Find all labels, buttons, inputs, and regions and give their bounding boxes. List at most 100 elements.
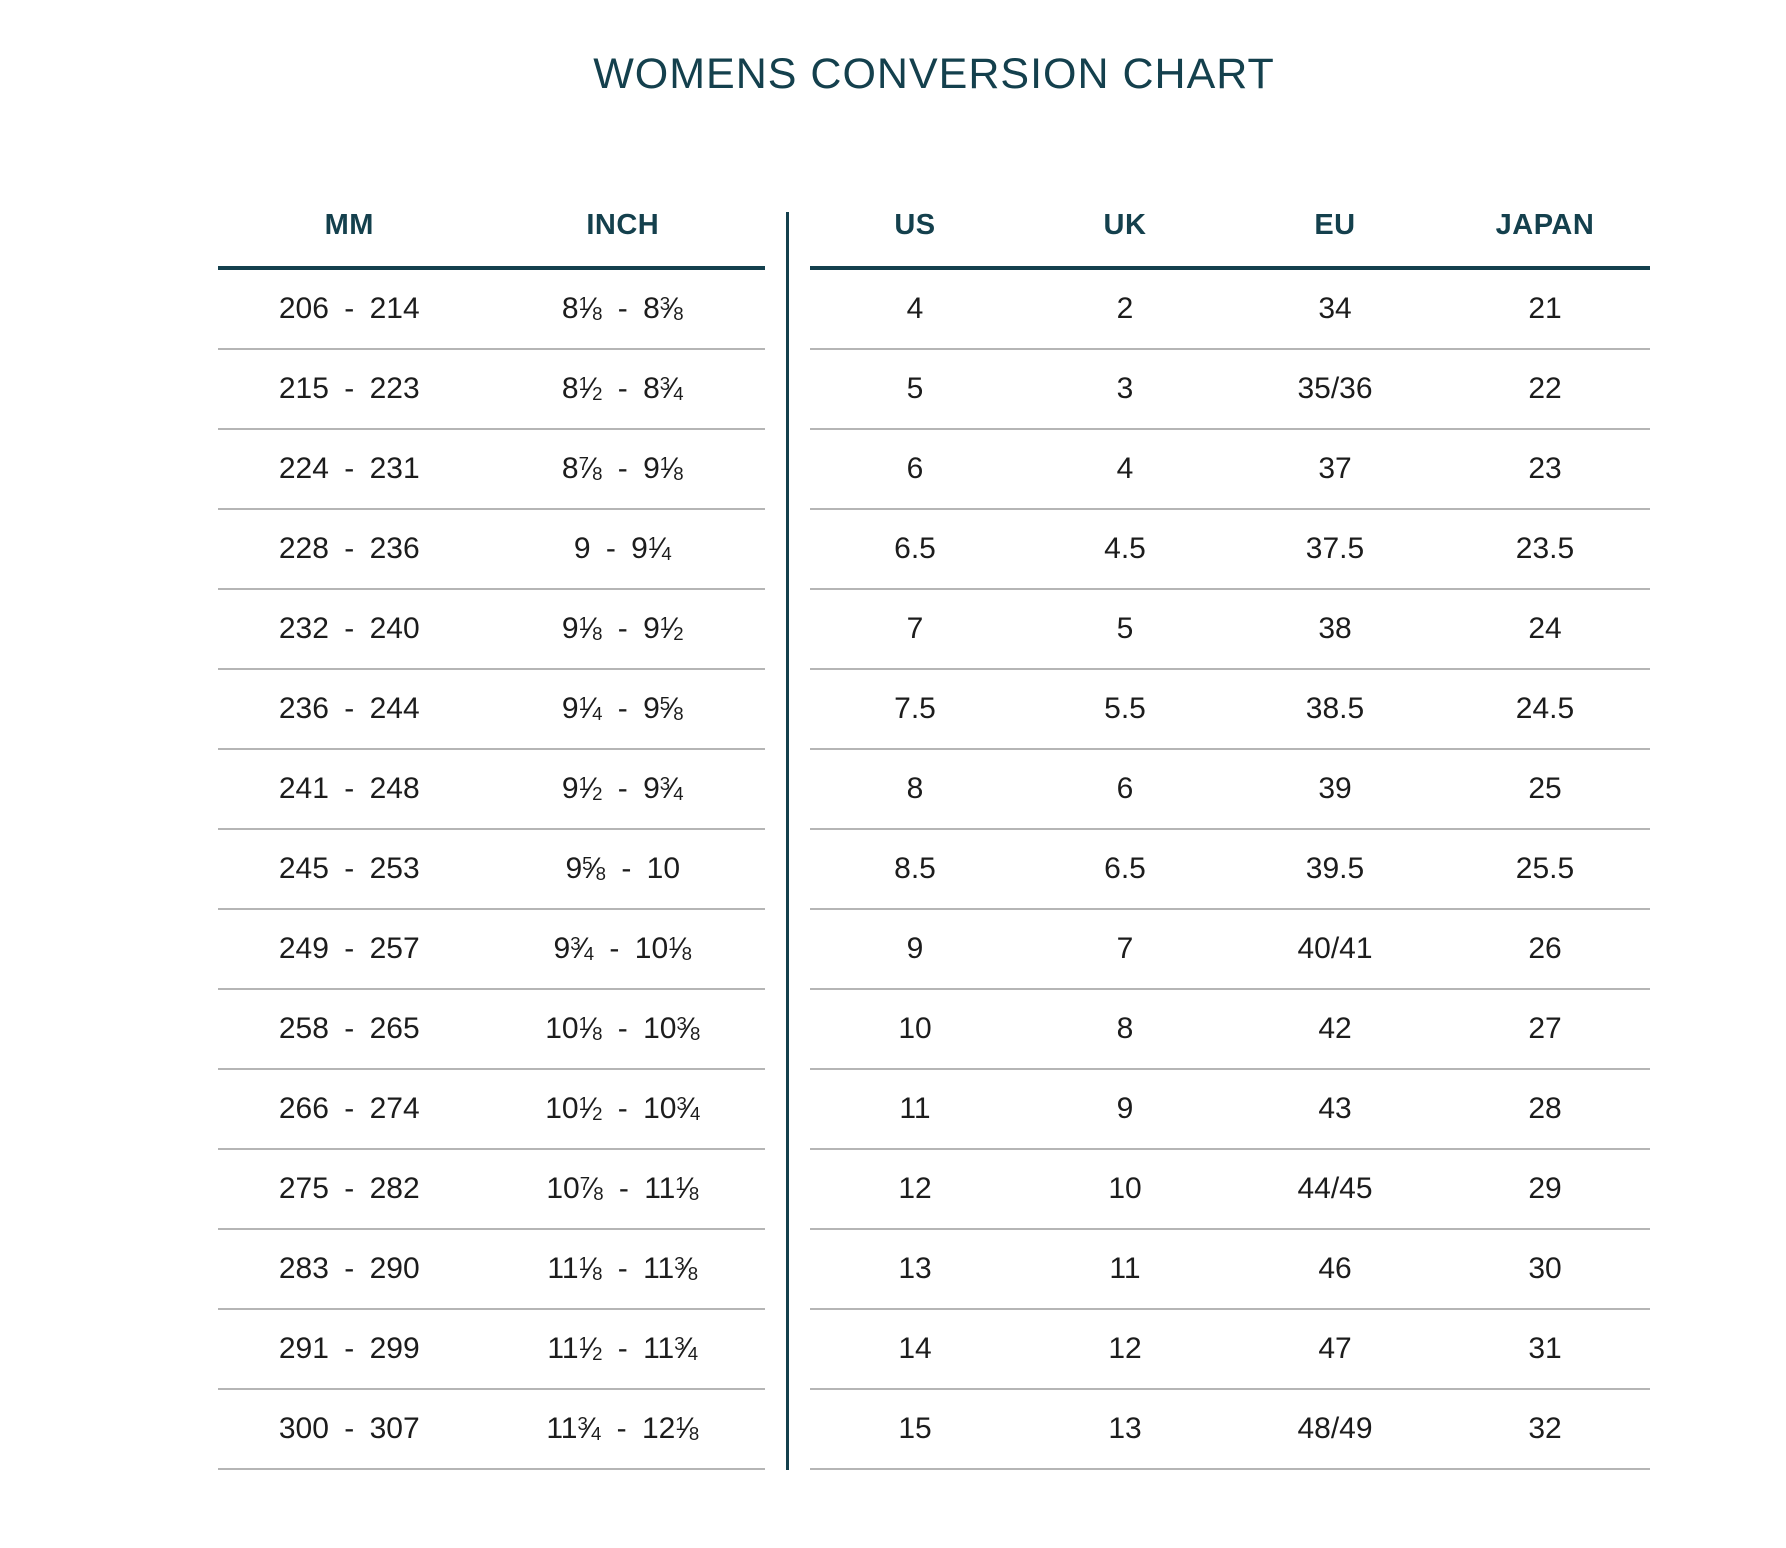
- japan-size-cell: 23.5: [1515, 532, 1575, 565]
- inch-range-cell: 111⁄2 - 113⁄4: [547, 1332, 699, 1365]
- mm-range-cell: 206 - 214: [278, 292, 420, 325]
- inch-fraction: 3⁄4: [577, 1412, 602, 1445]
- size-row: 8 6 39 25: [810, 750, 1650, 830]
- eu-size-cell: 46: [1318, 1252, 1352, 1285]
- japan-size-cell: 31: [1528, 1332, 1562, 1365]
- eu-size-cell: 38.5: [1305, 692, 1365, 725]
- inch-fraction: 3⁄4: [570, 932, 595, 965]
- inch-fraction: 1⁄4: [647, 532, 672, 565]
- us-size-cell: 11: [899, 1092, 931, 1125]
- size-row: 11 9 43 28: [810, 1070, 1650, 1150]
- size-table-header: US UK EU JAPAN: [810, 185, 1650, 270]
- column-header-mm: MM: [324, 209, 374, 241]
- inch-fraction: 1⁄8: [578, 292, 603, 325]
- mm-range-cell: 300 - 307: [278, 1412, 420, 1445]
- uk-size-cell: 4: [1116, 452, 1134, 485]
- uk-size-cell: 4.5: [1104, 532, 1146, 565]
- mm-range-cell: 258 - 265: [278, 1012, 420, 1045]
- uk-size-cell: 6: [1116, 772, 1134, 805]
- eu-size-cell: 34: [1318, 292, 1352, 325]
- size-row: 10 8 42 27: [810, 990, 1650, 1070]
- foot-length-row: 241 - 248 91⁄2 - 93⁄4: [218, 750, 765, 830]
- inch-range-cell: 93⁄4 - 101⁄8: [553, 932, 692, 965]
- inch-fraction: 5⁄8: [659, 692, 684, 725]
- eu-size-cell: 43: [1318, 1092, 1352, 1125]
- inch-range-cell: 91⁄4 - 95⁄8: [561, 692, 684, 725]
- inch-fraction: 1⁄8: [675, 1412, 700, 1445]
- japan-size-cell: 24: [1528, 612, 1562, 645]
- foot-length-row: 300 - 307 113⁄4 - 121⁄8: [218, 1390, 765, 1470]
- uk-size-cell: 10: [1108, 1172, 1142, 1205]
- inch-fraction: 1⁄2: [578, 372, 603, 405]
- eu-size-cell: 37: [1318, 452, 1352, 485]
- us-size-cell: 12: [898, 1172, 932, 1205]
- inch-fraction: 1⁄8: [659, 452, 684, 485]
- uk-size-cell: 6.5: [1104, 852, 1146, 885]
- inch-fraction: 1⁄2: [578, 772, 603, 805]
- size-row: 13 11 46 30: [810, 1230, 1650, 1310]
- inch-range-cell: 107⁄8 - 111⁄8: [546, 1172, 700, 1205]
- eu-size-cell: 37.5: [1305, 532, 1365, 565]
- japan-size-cell: 23: [1528, 452, 1562, 485]
- size-row: 12 10 44/45 29: [810, 1150, 1650, 1230]
- size-table: US UK EU JAPAN 4 2 34 21 5 3 35/36 22 6 …: [810, 185, 1650, 1470]
- mm-range-cell: 291 - 299: [278, 1332, 420, 1365]
- uk-size-cell: 9: [1116, 1092, 1134, 1125]
- japan-size-cell: 25.5: [1515, 852, 1575, 885]
- inch-fraction: 1⁄8: [675, 1172, 700, 1205]
- eu-size-cell: 42: [1318, 1012, 1352, 1045]
- size-row: 5 3 35/36 22: [810, 350, 1650, 430]
- inch-range-cell: 95⁄8 - 10: [565, 852, 681, 885]
- inch-range-cell: 9 - 91⁄4: [573, 532, 672, 565]
- inch-range-cell: 113⁄4 - 121⁄8: [546, 1412, 700, 1445]
- eu-size-cell: 38: [1318, 612, 1352, 645]
- foot-length-row: 228 - 236 9 - 91⁄4: [218, 510, 765, 590]
- inch-fraction: 3⁄8: [659, 292, 684, 325]
- inch-fraction: 3⁄8: [676, 1012, 701, 1045]
- us-size-cell: 6: [906, 452, 924, 485]
- foot-length-table: MM INCH 206 - 214 81⁄8 - 83⁄8 215 - 223 …: [218, 185, 765, 1470]
- uk-size-cell: 5: [1116, 612, 1134, 645]
- eu-size-cell: 35/36: [1297, 372, 1373, 405]
- foot-length-row: 236 - 244 91⁄4 - 95⁄8: [218, 670, 765, 750]
- mm-range-cell: 232 - 240: [278, 612, 420, 645]
- inch-range-cell: 87⁄8 - 91⁄8: [561, 452, 684, 485]
- foot-length-row: 291 - 299 111⁄2 - 113⁄4: [218, 1310, 765, 1390]
- us-size-cell: 7.5: [894, 692, 936, 725]
- foot-length-row: 266 - 274 101⁄2 - 103⁄4: [218, 1070, 765, 1150]
- japan-size-cell: 32: [1528, 1412, 1562, 1445]
- japan-size-cell: 30: [1528, 1252, 1562, 1285]
- uk-size-cell: 12: [1108, 1332, 1142, 1365]
- japan-size-cell: 25: [1528, 772, 1562, 805]
- eu-size-cell: 44/45: [1297, 1172, 1373, 1205]
- column-header-eu: EU: [1314, 209, 1356, 241]
- japan-size-cell: 28: [1528, 1092, 1562, 1125]
- foot-length-row: 215 - 223 81⁄2 - 83⁄4: [218, 350, 765, 430]
- mm-range-cell: 275 - 282: [278, 1172, 420, 1205]
- mm-range-cell: 266 - 274: [278, 1092, 420, 1125]
- uk-size-cell: 7: [1116, 932, 1134, 965]
- foot-length-table-header: MM INCH: [218, 185, 765, 270]
- uk-size-cell: 3: [1116, 372, 1134, 405]
- size-row: 4 2 34 21: [810, 270, 1650, 350]
- eu-size-cell: 47: [1318, 1332, 1352, 1365]
- japan-size-cell: 22: [1528, 372, 1562, 405]
- inch-fraction: 7⁄8: [579, 1172, 604, 1205]
- us-size-cell: 15: [898, 1412, 932, 1445]
- mm-range-cell: 249 - 257: [278, 932, 420, 965]
- eu-size-cell: 39.5: [1305, 852, 1365, 885]
- size-row: 15 13 48/49 32: [810, 1390, 1650, 1470]
- column-header-inch: INCH: [586, 209, 660, 241]
- inch-range-cell: 91⁄8 - 91⁄2: [561, 612, 684, 645]
- inch-fraction: 5⁄8: [582, 852, 607, 885]
- mm-range-cell: 215 - 223: [278, 372, 420, 405]
- size-row: 6.5 4.5 37.5 23.5: [810, 510, 1650, 590]
- us-size-cell: 9: [906, 932, 924, 965]
- inch-range-cell: 81⁄8 - 83⁄8: [561, 292, 684, 325]
- uk-size-cell: 5.5: [1104, 692, 1146, 725]
- inch-range-cell: 101⁄2 - 103⁄4: [545, 1092, 701, 1125]
- table-divider: [786, 212, 789, 1470]
- mm-range-cell: 241 - 248: [278, 772, 420, 805]
- size-row: 7.5 5.5 38.5 24.5: [810, 670, 1650, 750]
